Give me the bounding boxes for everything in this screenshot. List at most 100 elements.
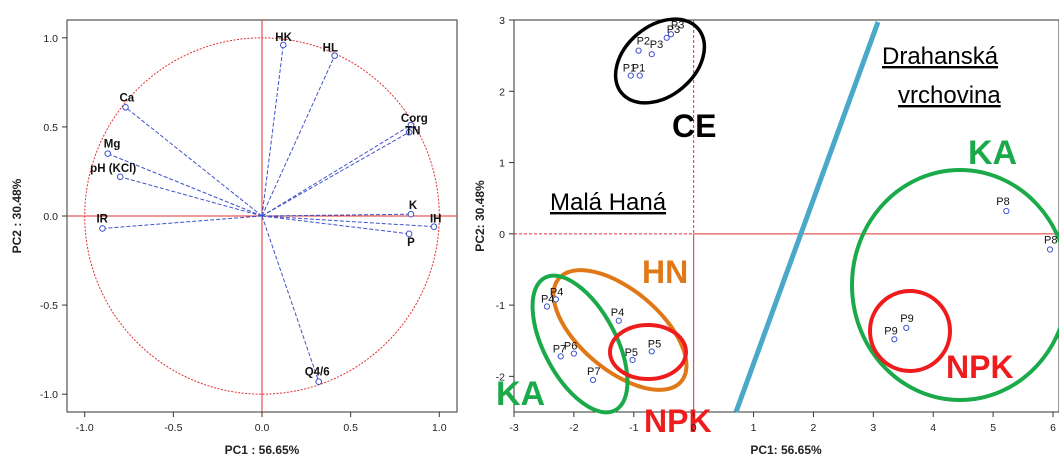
loading-variable-label: Q4/6 [305, 367, 330, 379]
loading-xtick-label: -1.0 [76, 422, 94, 434]
loading-ytick-label: 0.5 [43, 122, 58, 134]
loading-variable-label: Ca [120, 92, 135, 104]
score-point [891, 336, 898, 343]
loading-point [279, 41, 287, 49]
loading-variable-label: P [407, 237, 415, 249]
loading-point [99, 225, 106, 232]
score-point-label: P6 [564, 341, 577, 353]
loading-variable-label: Corg [401, 113, 428, 125]
score-xtick-label: -2 [569, 422, 578, 434]
score-xtick-label: 6 [1050, 422, 1056, 434]
score-point [648, 348, 655, 355]
score-point-label: P4 [541, 294, 554, 306]
score-point [667, 31, 675, 38]
score-point [648, 51, 655, 58]
score-point-label: P1 [632, 63, 645, 75]
score-point-label: P3 [671, 19, 684, 31]
score-ytick-label: 0 [499, 229, 505, 241]
loading-point [405, 230, 413, 238]
loading-variable-label: TN [405, 125, 420, 137]
loading-ytick-label: -0.5 [40, 300, 58, 312]
loading-vector [120, 176, 263, 217]
score-xtick-label: 4 [930, 422, 936, 434]
loading-vector [261, 215, 410, 235]
loading-point [331, 52, 338, 59]
loading-vector [261, 124, 412, 217]
score-ytick-label: -2 [496, 371, 505, 383]
score-point-label: P9 [884, 325, 897, 337]
loading-variable-label: IH [430, 214, 442, 226]
score-point [627, 72, 634, 79]
score-point [615, 317, 622, 324]
score-point [570, 350, 577, 357]
score-point-label: P8 [1044, 234, 1057, 246]
loading-variable-label: K [409, 200, 418, 212]
score-point [1046, 246, 1054, 253]
loading-point [407, 121, 415, 129]
loading-point [405, 128, 413, 136]
group-ellipse-ka-left [530, 273, 630, 415]
group-ellipse-npk-left [608, 323, 688, 381]
loading-point [407, 210, 415, 218]
loading-ytick-label: -1.0 [40, 389, 58, 401]
score-xtick-label: 5 [990, 422, 996, 434]
score-plot: PC1: 56.65% PC2: 30.48% CE Drahanská vrc… [473, 15, 1059, 457]
score-xtick-label: 2 [811, 422, 817, 434]
score-point [629, 356, 636, 364]
region-divider-line [733, 21, 881, 413]
score-point-label: P1 [623, 63, 636, 75]
score-plot-xlabel: PC1: 56.65% [750, 443, 822, 457]
group-ellipse-ce [613, 17, 707, 105]
annotation-npk-left: NPK [644, 403, 712, 439]
score-ytick-label: 3 [499, 15, 505, 27]
score-ytick-label: 1 [499, 158, 505, 170]
score-xtick-label: 3 [870, 422, 876, 434]
loading-xtick-label: 0.0 [255, 422, 270, 434]
score-point-label: P5 [625, 347, 638, 359]
score-point-label: P9 [900, 313, 913, 325]
score-point [635, 47, 642, 54]
group-ellipse-hn [551, 268, 689, 392]
loading-point [104, 150, 112, 157]
score-point [589, 376, 597, 384]
loading-vector [125, 106, 263, 217]
score-point [557, 353, 564, 360]
score-point [903, 324, 910, 331]
loading-variable-label: HK [275, 32, 292, 44]
annotation-ka-right: KA [968, 134, 1017, 172]
loading-vector [107, 153, 263, 217]
score-point [663, 34, 670, 41]
loading-vector [261, 215, 320, 382]
loading-vector [102, 215, 263, 229]
loading-point [430, 223, 438, 230]
annotation-drahanska: Drahanská [882, 43, 999, 70]
score-plot-frame [513, 19, 1059, 413]
score-xtick-label: 0 [691, 422, 697, 434]
score-point-label: P7 [587, 366, 600, 378]
loading-vector [261, 213, 411, 217]
loading-xtick-label: -0.5 [164, 422, 182, 434]
score-xtick-label: -3 [509, 422, 518, 434]
loading-variable-label: IR [96, 213, 108, 225]
loading-point [315, 378, 323, 386]
annotation-vrchovina: vrchovina [898, 82, 1001, 109]
score-point-label: P8 [996, 196, 1009, 208]
loading-ytick-label: 0.0 [43, 211, 58, 223]
score-ytick-label: -1 [496, 300, 505, 312]
loading-plot-xlabel: PC1 : 56.65% [225, 443, 300, 457]
score-point-label: P2 [637, 36, 650, 48]
score-point-label: P4 [550, 286, 563, 298]
loading-plot: PC1 : 56.65% PC2 : 30.48% -1.0 -0.5 0.0 0.5… [10, 19, 458, 457]
score-point [543, 303, 551, 310]
loading-variable-label: pH (KCl) [90, 163, 136, 175]
score-point [636, 72, 643, 79]
score-plot-ylabel: PC2: 30.48% [473, 180, 487, 252]
score-point-label: P3 [650, 39, 663, 51]
loading-variable-label: Mg [104, 139, 121, 151]
annotation-mala-hana: Malá Haná [550, 189, 667, 216]
loading-variable-label: HL [323, 43, 338, 55]
group-ellipse-npk-right [868, 289, 952, 373]
annotation-ka-left: KA [496, 375, 545, 413]
loading-vector [261, 215, 434, 228]
